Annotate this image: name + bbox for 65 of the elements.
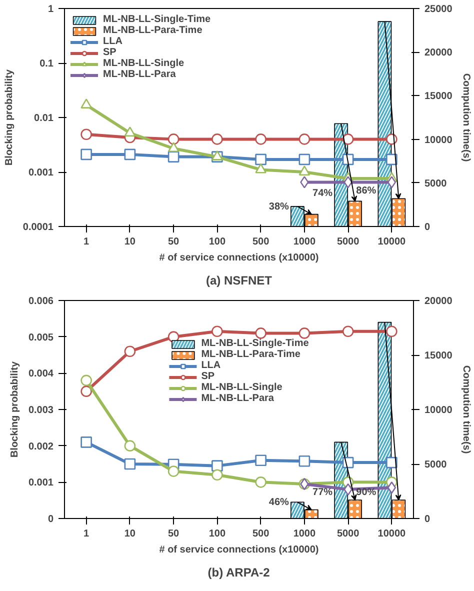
y2-axis-title: Compution time(s) [460, 73, 472, 162]
x-tick-label: 100 [208, 528, 226, 540]
legend-label: ML-NB-LL-Para [103, 69, 176, 80]
y2-tick-label: 0 [424, 514, 430, 525]
legend-label: ML-NB-LL-Single [103, 58, 184, 69]
y2-tick-label: 0 [424, 222, 430, 233]
x-tick-label: 50 [168, 236, 180, 248]
x-tick-label: 1000 [293, 236, 316, 248]
x-tick-label: 5000 [336, 528, 360, 540]
legend-label: ML-NB-LL-Single [201, 382, 282, 393]
y-tick-label: 0.001 [28, 478, 54, 489]
text: (b) ARPA-2 [208, 566, 270, 580]
x-tick-label: 500 [252, 528, 270, 540]
y2-tick-label: 5000 [424, 460, 448, 470]
y-tick-label: 0.006 [28, 296, 54, 307]
x-tick-label: 10 [124, 528, 136, 540]
legend-label: ML-NB-LL-Para-Time [103, 25, 202, 36]
x-tick-label: 10 [124, 236, 136, 248]
y-tick-label: 0.001 [28, 168, 54, 178]
annotation: 46% [268, 496, 290, 508]
legend-label: ML-NB-LL-Para [201, 393, 274, 404]
legend-label: LLA [201, 360, 222, 371]
y2-tick-label: 10000 [424, 134, 453, 146]
y-tick-label: 1 [48, 4, 54, 15]
y2-tick-label: 10000 [424, 405, 453, 416]
y-tick-label: 0.002 [28, 441, 54, 452]
legend-label: SP [201, 371, 216, 382]
legend-label: LLA [103, 36, 123, 47]
legend-label: SP [103, 47, 118, 58]
x-axis-title: # of service connections (x10000) [159, 252, 319, 264]
y2-tick-label: 20000 [424, 48, 453, 59]
annotation: 77% [312, 486, 333, 498]
y2-tick-label: 15000 [424, 91, 453, 102]
annotation: 38% [268, 201, 290, 212]
text: (a) NSFNET [206, 274, 273, 288]
x-tick-label: 50 [168, 528, 180, 540]
y2-axis-title: Compution time(s) [460, 365, 472, 454]
y-tick-label: 0.004 [28, 368, 54, 380]
y-tick-label: 0.0001 [22, 222, 54, 233]
y-tick-label: 0 [48, 514, 54, 525]
x-tick-label: 1 [84, 528, 90, 540]
x-axis-title: # of service connections (x10000) [159, 544, 319, 556]
x-tick-label: 10000 [378, 528, 406, 540]
x-tick-label: 100 [208, 236, 226, 248]
x-tick-label: 1000 [293, 528, 316, 540]
y-tick-label: 0.1 [40, 58, 54, 70]
y2-tick-label: 25000 [424, 4, 453, 15]
y-tick-label: 0.005 [28, 332, 54, 344]
annotation: 74% [312, 188, 333, 200]
y-tick-label: 0.003 [28, 405, 54, 416]
x-tick-label: 10000 [378, 236, 406, 248]
legend-label: ML-NB-LL-Para-Time [201, 349, 300, 360]
legend-label: ML-NB-LL-Single-Time [103, 14, 211, 25]
x-tick-label: 500 [252, 236, 270, 248]
y2-tick-label: 15000 [424, 350, 453, 362]
annotation: 86% [356, 186, 376, 197]
y2-tick-label: 20000 [424, 296, 453, 307]
y-axis-title: Blocking probability [4, 69, 15, 166]
x-tick-label: 1 [84, 236, 90, 248]
y2-tick-label: 5000 [424, 178, 448, 190]
annotation: 90% [356, 486, 376, 498]
x-tick-label: 5000 [336, 236, 360, 248]
y-axis-title: Blocking probability [9, 361, 20, 458]
legend-label: ML-NB-LL-Single-Time [201, 338, 309, 349]
y-tick-label: 0.01 [34, 113, 54, 124]
